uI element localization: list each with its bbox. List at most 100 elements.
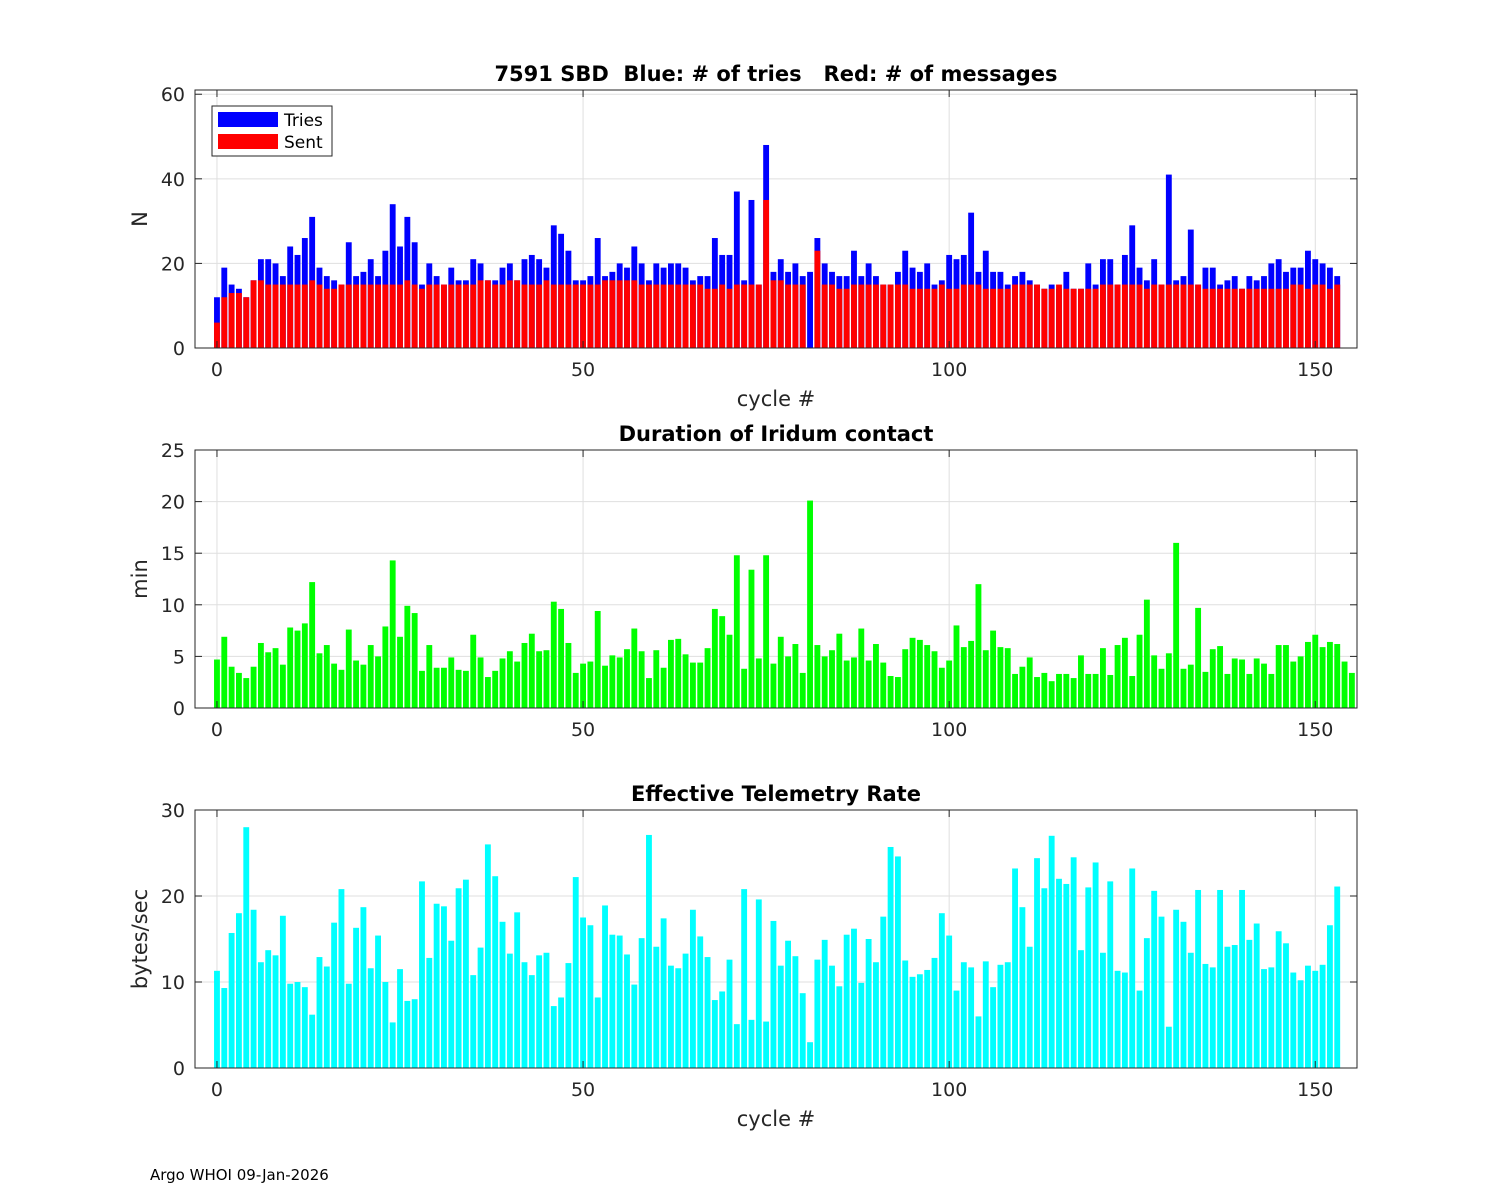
bar bbox=[990, 630, 997, 708]
bar bbox=[873, 284, 879, 348]
bar bbox=[367, 284, 374, 348]
bar bbox=[924, 288, 931, 348]
bar bbox=[997, 647, 1004, 708]
bar bbox=[1078, 950, 1084, 1068]
bar bbox=[1019, 666, 1026, 708]
bar bbox=[448, 657, 455, 708]
bar bbox=[572, 284, 579, 348]
bar bbox=[1092, 673, 1099, 708]
bar bbox=[777, 965, 784, 1068]
x-tick-label: 50 bbox=[571, 719, 595, 741]
bar bbox=[367, 968, 374, 1068]
bar bbox=[572, 672, 579, 708]
bar bbox=[902, 649, 909, 708]
bar bbox=[1070, 288, 1077, 348]
bar bbox=[792, 284, 799, 348]
bar bbox=[257, 962, 264, 1068]
bar bbox=[521, 962, 528, 1068]
bar bbox=[565, 284, 572, 348]
bar bbox=[477, 280, 484, 348]
bar bbox=[1121, 972, 1128, 1068]
bar bbox=[536, 955, 543, 1068]
bar bbox=[221, 636, 228, 708]
bar bbox=[1326, 641, 1333, 708]
bar bbox=[829, 965, 835, 1068]
bar bbox=[968, 284, 975, 348]
bar bbox=[462, 879, 469, 1068]
bar bbox=[448, 940, 455, 1068]
bar bbox=[1180, 284, 1187, 348]
bar bbox=[821, 656, 828, 708]
bar bbox=[646, 284, 652, 348]
bar bbox=[338, 889, 345, 1068]
bar bbox=[411, 284, 418, 348]
bar bbox=[609, 934, 616, 1068]
bar bbox=[441, 667, 447, 708]
bar bbox=[946, 935, 953, 1068]
bar bbox=[528, 975, 535, 1068]
bar bbox=[990, 288, 997, 348]
bar bbox=[938, 913, 945, 1068]
bar bbox=[638, 651, 645, 708]
bar bbox=[1319, 284, 1326, 348]
bar bbox=[528, 633, 535, 708]
bar bbox=[1348, 672, 1355, 708]
bar bbox=[1100, 284, 1106, 348]
bar bbox=[748, 1019, 755, 1068]
bar bbox=[221, 988, 228, 1068]
bar bbox=[975, 584, 982, 708]
bar bbox=[755, 284, 762, 348]
bar bbox=[741, 668, 748, 708]
bar bbox=[638, 938, 645, 1068]
bar bbox=[1195, 284, 1202, 348]
y-tick-label: 30 bbox=[161, 800, 185, 822]
bar bbox=[411, 613, 418, 708]
bar bbox=[1290, 972, 1297, 1068]
bar bbox=[1092, 862, 1099, 1068]
bar bbox=[528, 284, 535, 348]
bar bbox=[279, 664, 286, 708]
bar bbox=[1063, 883, 1070, 1068]
bar bbox=[1312, 970, 1319, 1068]
y-tick-label: 10 bbox=[161, 972, 185, 994]
bar bbox=[397, 969, 403, 1068]
bar bbox=[1041, 288, 1048, 348]
bar bbox=[353, 927, 360, 1068]
y-tick-label: 60 bbox=[161, 84, 185, 106]
bar bbox=[843, 660, 850, 708]
bar bbox=[894, 284, 901, 348]
bar bbox=[506, 953, 513, 1068]
bar bbox=[953, 625, 960, 708]
bar bbox=[675, 284, 682, 348]
bar bbox=[851, 928, 857, 1068]
bar bbox=[382, 982, 389, 1068]
bar bbox=[763, 199, 770, 348]
bar bbox=[506, 280, 513, 348]
bar bbox=[902, 960, 909, 1068]
bar bbox=[1063, 673, 1070, 708]
bar bbox=[1063, 288, 1070, 348]
bar bbox=[1004, 288, 1011, 348]
bar bbox=[1026, 284, 1033, 348]
bar bbox=[792, 956, 799, 1068]
bar bbox=[316, 653, 323, 708]
bar bbox=[382, 284, 389, 348]
bar bbox=[1231, 288, 1238, 348]
bar bbox=[1143, 288, 1150, 348]
bar bbox=[975, 1016, 982, 1068]
bar bbox=[580, 917, 586, 1068]
y-tick-label: 25 bbox=[161, 440, 185, 462]
bar bbox=[697, 936, 704, 1068]
x-tick-label: 0 bbox=[211, 1079, 223, 1101]
bar bbox=[807, 500, 813, 708]
bar bbox=[462, 670, 469, 708]
bar bbox=[836, 986, 843, 1068]
bar bbox=[389, 1022, 396, 1068]
bar bbox=[353, 660, 360, 708]
bar bbox=[1165, 653, 1172, 708]
bar bbox=[1107, 674, 1114, 708]
bar bbox=[858, 982, 865, 1068]
y-tick-label: 20 bbox=[161, 253, 185, 275]
bar bbox=[294, 284, 301, 348]
